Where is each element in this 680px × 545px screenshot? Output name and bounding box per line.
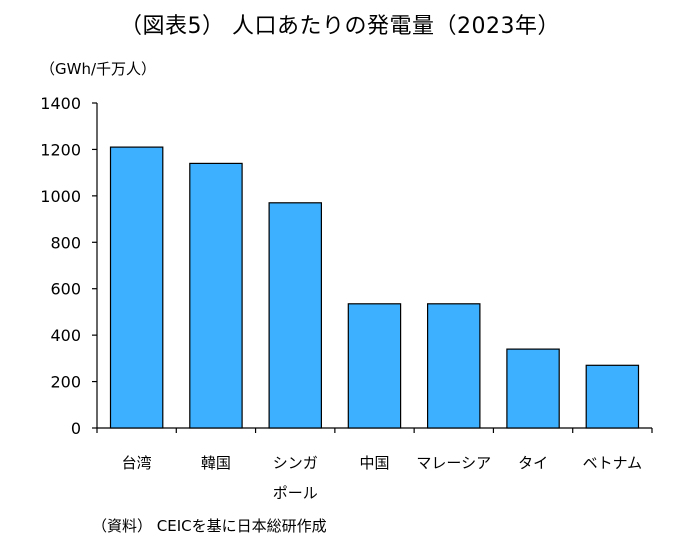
category-label-5: マレーシア <box>416 454 491 472</box>
category-label-2: 韓国 <box>201 454 231 472</box>
bar-6 <box>506 348 560 429</box>
y-tick-label-1200: 1200 <box>40 140 81 159</box>
category-label-4: 中国 <box>359 454 389 472</box>
y-tick-label-1000: 1000 <box>40 187 81 206</box>
source-note: （資料） CEICを基に日本総研作成 <box>92 517 327 535</box>
bar-4 <box>347 303 402 429</box>
category-label-1: 台湾 <box>122 454 152 472</box>
y-tick-label-0: 0 <box>71 419 81 438</box>
bar-3 <box>268 202 323 429</box>
y-tick-label-400: 400 <box>50 326 81 345</box>
bar-7 <box>585 364 640 429</box>
category-label-3: シンガポール <box>273 454 318 502</box>
category-label-7: ベトナム <box>583 454 643 472</box>
y-tick-label-800: 800 <box>50 233 81 252</box>
bar-2 <box>189 162 243 429</box>
chart-title: （図表5） 人口あたりの発電量（2023年） <box>120 14 560 39</box>
bar-5 <box>427 303 481 429</box>
category-label-6: タイ <box>518 454 548 472</box>
category-labels: 台湾 韓国 シンガポール 中国 マレーシア タイ ベトナム <box>122 454 643 502</box>
y-tick-label-1400: 1400 <box>40 94 81 113</box>
y-axis-unit-label: （GWh/千万人） <box>40 60 157 78</box>
bar-1 <box>109 146 164 429</box>
y-tick-label-200: 200 <box>50 373 81 392</box>
y-tick-labels: 0 200 400 600 800 1000 1200 1400 <box>40 94 81 438</box>
bars <box>109 146 640 429</box>
y-tick-label-600: 600 <box>50 280 81 299</box>
